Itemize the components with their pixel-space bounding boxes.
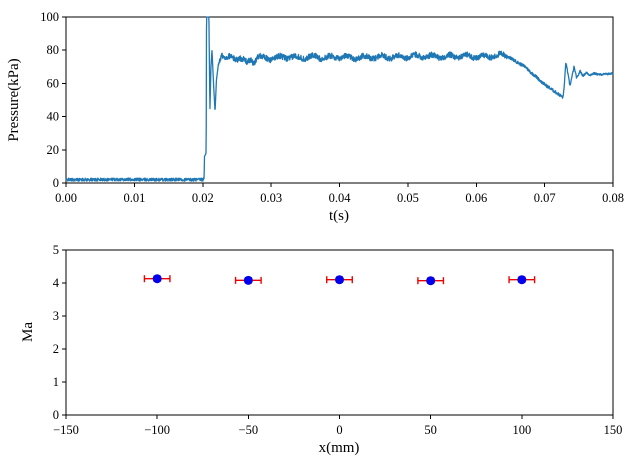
x-tick-label: −100 bbox=[144, 423, 170, 437]
mach-data-point bbox=[152, 274, 162, 284]
y-tick-label: 0 bbox=[53, 408, 59, 422]
plot-border bbox=[65, 249, 614, 416]
x-tick-label: −50 bbox=[239, 423, 259, 437]
x-tick-label: 0.05 bbox=[397, 191, 419, 205]
mach-data-point bbox=[426, 276, 436, 286]
x-tick-label: 0.00 bbox=[55, 191, 77, 205]
y-tick-label: 1 bbox=[53, 375, 59, 389]
mach-position-chart: Ma x(mm) −150 −100 −50 0 50 100 150 0 1 2 3 4 5 bbox=[20, 243, 623, 456]
pressure-time-chart: Pressure(kPa) t(s) 0.00 0.01 0.02 0.03 0.04 0… bbox=[6, 10, 624, 224]
y-tick-label: 40 bbox=[47, 110, 60, 124]
x-tick-label: 0.04 bbox=[329, 191, 352, 205]
y-tick-label: 2 bbox=[53, 342, 59, 356]
x-tick-label: 50 bbox=[424, 423, 437, 437]
mach-data-point bbox=[243, 275, 253, 285]
y-tick-label: 20 bbox=[47, 143, 60, 157]
y-tick-label: 100 bbox=[40, 10, 59, 24]
y-tick-label: 4 bbox=[53, 276, 60, 290]
mach-data-point bbox=[335, 275, 344, 285]
x-tick-label: 0.07 bbox=[534, 191, 556, 205]
x-tick-label: 150 bbox=[604, 423, 623, 437]
x-tick-label: −150 bbox=[53, 423, 79, 437]
y-tick-label: 5 bbox=[53, 243, 59, 257]
x-tick-label: 0.02 bbox=[192, 191, 214, 205]
x-axis-label-position: x(mm) bbox=[319, 440, 360, 456]
pressure-trace-line bbox=[65, 16, 614, 182]
x-tick-label: 0.01 bbox=[123, 191, 145, 205]
x-tick-label: 0.08 bbox=[602, 191, 624, 205]
y-tick-label: 80 bbox=[47, 43, 60, 57]
x-tick-label: 0.03 bbox=[260, 191, 282, 205]
y-tick-label: 0 bbox=[53, 176, 59, 190]
plot-border bbox=[65, 16, 614, 184]
x-axis-label-time: t(s) bbox=[329, 208, 349, 224]
y-axis-label-pressure: Pressure(kPa) bbox=[6, 58, 22, 141]
y-tick-label: 60 bbox=[47, 76, 60, 90]
x-tick-label: 0.06 bbox=[465, 191, 487, 205]
mach-data-point bbox=[517, 275, 527, 285]
y-tick-label: 3 bbox=[53, 309, 59, 323]
x-tick-label: 0 bbox=[336, 423, 342, 437]
x-tick-label: 100 bbox=[512, 423, 531, 437]
y-axis-label-mach: Ma bbox=[20, 322, 36, 342]
